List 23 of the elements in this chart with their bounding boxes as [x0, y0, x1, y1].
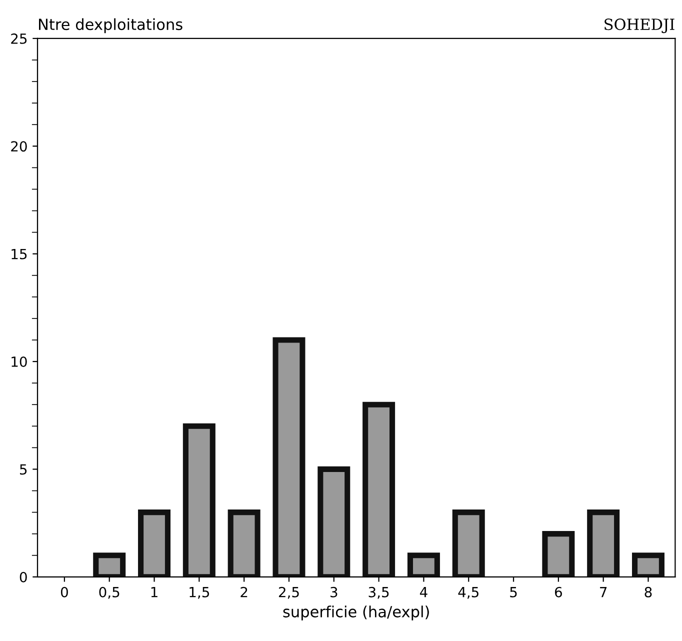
x-tick-label: 4,5: [458, 587, 478, 599]
chart-title: SOHEDJI: [604, 18, 674, 34]
x-tick-label: 0: [60, 586, 68, 598]
y-tick-label: 15: [12, 248, 27, 260]
x-tick-label: 3: [330, 586, 338, 598]
x-tick-label: 3,5: [368, 586, 389, 599]
x-tick-label: 4: [420, 587, 428, 598]
x-tick-label: 6: [554, 586, 562, 598]
x-tick-label: 8: [644, 586, 652, 598]
x-tick-label: 7: [600, 587, 607, 598]
y-tick-label: 10: [12, 356, 27, 367]
y-axis-title: Ntre dexploitations: [39, 18, 182, 34]
y-tick-label: 20: [11, 141, 27, 152]
y-tick-label: 25: [11, 33, 27, 44]
x-tick-label: 1,5: [190, 587, 210, 599]
x-tick-label: 2: [240, 586, 248, 598]
x-axis-title: superficie (ha/expl): [283, 606, 429, 620]
y-tick-label: 0: [20, 572, 27, 582]
y-tick-label: 5: [20, 464, 27, 475]
x-tick-label: 1: [151, 587, 158, 598]
x-tick-label: 5: [510, 587, 517, 598]
x-tick-label: 0,5: [99, 586, 120, 599]
x-tick-label: 2,5: [278, 586, 299, 599]
